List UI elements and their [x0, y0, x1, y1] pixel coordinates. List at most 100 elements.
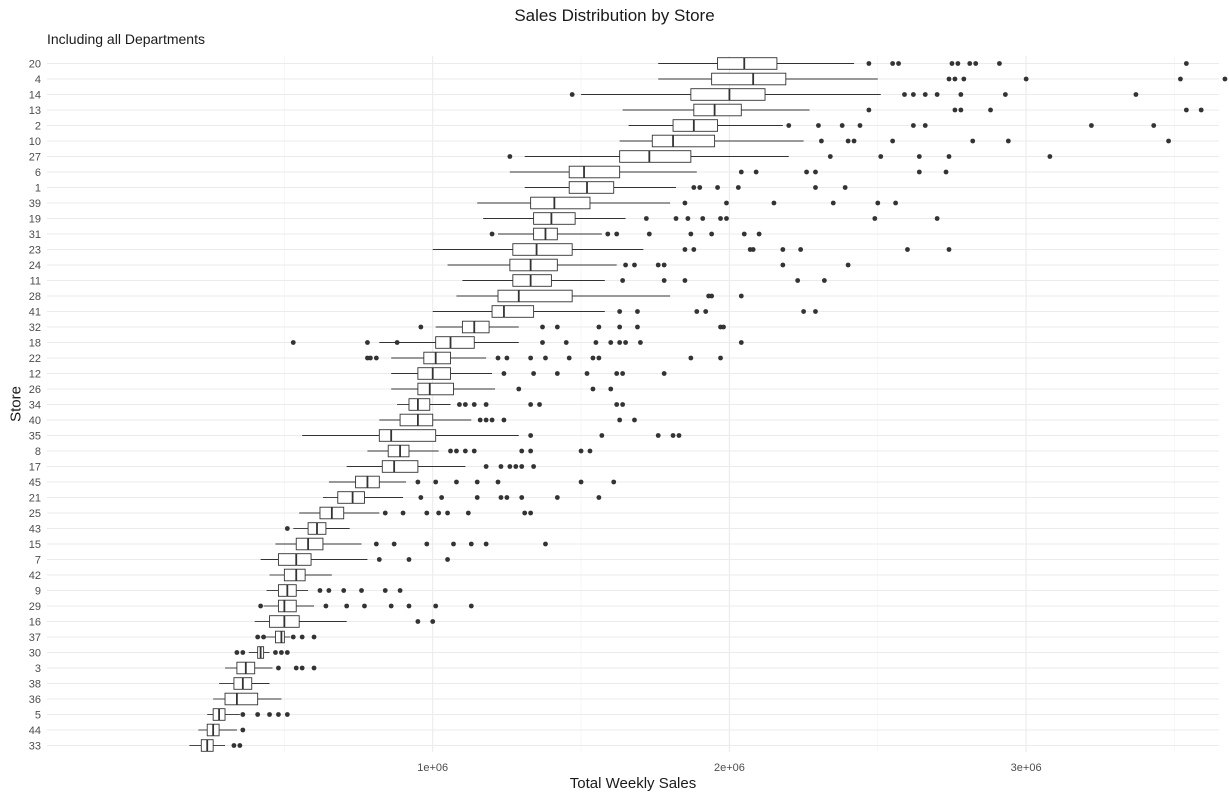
outlier-point [540, 340, 545, 345]
outlier-point [813, 169, 818, 175]
box [381, 460, 419, 473]
box [568, 181, 615, 194]
outlier-point [299, 634, 305, 640]
outlier-point [504, 495, 510, 500]
outlier-point [388, 603, 394, 609]
outlier-point [786, 123, 792, 128]
outlier-point [578, 448, 584, 454]
outlier-point [528, 510, 534, 516]
outlier-point [445, 510, 450, 516]
outlier-point [866, 107, 872, 113]
outlier-point [890, 61, 896, 66]
outlier-point [457, 402, 462, 407]
outlier-point [448, 448, 453, 454]
outlier-point [406, 557, 412, 562]
box [423, 351, 451, 365]
outlier-point [255, 712, 261, 717]
outlier-point [638, 340, 643, 345]
outlier-point [501, 417, 507, 423]
outlier-point [519, 464, 525, 469]
outlier-point [317, 588, 323, 593]
outlier-point [738, 169, 744, 175]
outlier-point [311, 665, 317, 671]
y-tick-label: 25 [29, 508, 41, 520]
outlier-point [397, 588, 403, 593]
y-tick-label: 16 [29, 617, 41, 629]
outlier-point [676, 433, 682, 438]
outlier-point [543, 355, 548, 361]
outlier-point [866, 61, 872, 66]
outlier-point [721, 324, 726, 330]
outlier-point [952, 107, 958, 113]
outlier-point [519, 495, 525, 500]
outlier-point [878, 154, 884, 159]
outlier-point [290, 340, 296, 345]
outlier-point [587, 448, 593, 454]
y-tick-label: 26 [29, 384, 41, 396]
outlier-point [614, 402, 620, 407]
outlier-point [605, 231, 611, 237]
outlier-point [813, 309, 818, 314]
outlier-point [724, 216, 729, 221]
outlier-point [528, 448, 534, 454]
outlier-point [418, 495, 424, 500]
y-tick-label: 19 [29, 214, 41, 226]
box [399, 413, 434, 427]
outlier-point [1005, 138, 1011, 144]
outlier-point [922, 92, 928, 97]
y-tick-label: 43 [29, 524, 41, 536]
outlier-point [424, 541, 430, 547]
outlier-point [1002, 92, 1008, 97]
outlier-point [700, 216, 706, 221]
outlier-point [418, 324, 424, 330]
outlier-point [741, 231, 747, 237]
box [277, 553, 312, 566]
box [693, 103, 742, 117]
outlier-point [299, 665, 305, 671]
outlier-point [373, 541, 379, 547]
outlier-point [946, 154, 952, 159]
outlier-point [756, 231, 762, 237]
y-tick-label: 3 [35, 663, 41, 675]
outlier-point [750, 247, 756, 252]
outlier-point [724, 200, 729, 206]
outlier-point [240, 712, 246, 717]
outlier-point [617, 417, 623, 423]
outlier-point [261, 634, 266, 640]
outlier-point [709, 231, 715, 237]
outlier-point [554, 324, 560, 330]
outlier-point [237, 743, 243, 748]
outlier-point [415, 619, 421, 624]
outlier-point [584, 371, 590, 376]
outlier-point [620, 278, 626, 283]
outlier-point [373, 355, 379, 361]
outlier-point [1198, 107, 1204, 113]
outlier-point [1047, 154, 1053, 159]
outlier-point [415, 479, 421, 485]
box [435, 336, 475, 349]
x-tick-label: 2e+06 [714, 762, 745, 774]
outlier-point [816, 123, 821, 128]
outlier-point [454, 448, 459, 454]
outlier-point [468, 603, 474, 609]
box [509, 258, 558, 272]
outlier-point [311, 634, 317, 640]
outlier-point [590, 386, 596, 392]
outlier-point [661, 371, 667, 376]
outlier-point [691, 185, 697, 190]
outlier-point [857, 123, 863, 128]
y-tick-label: 39 [29, 198, 41, 210]
outlier-point [504, 355, 510, 361]
outlier-point [471, 448, 477, 454]
outlier-point [474, 479, 480, 485]
outlier-point [391, 541, 397, 547]
outlier-point [958, 92, 964, 97]
outlier-point [489, 417, 495, 423]
outlier-point [623, 262, 628, 268]
outlier-point [709, 293, 715, 299]
outlier-point [896, 61, 901, 66]
outlier-point [293, 665, 299, 671]
y-tick-label: 45 [29, 477, 41, 489]
outlier-point [483, 417, 489, 423]
outlier-point [614, 371, 620, 376]
